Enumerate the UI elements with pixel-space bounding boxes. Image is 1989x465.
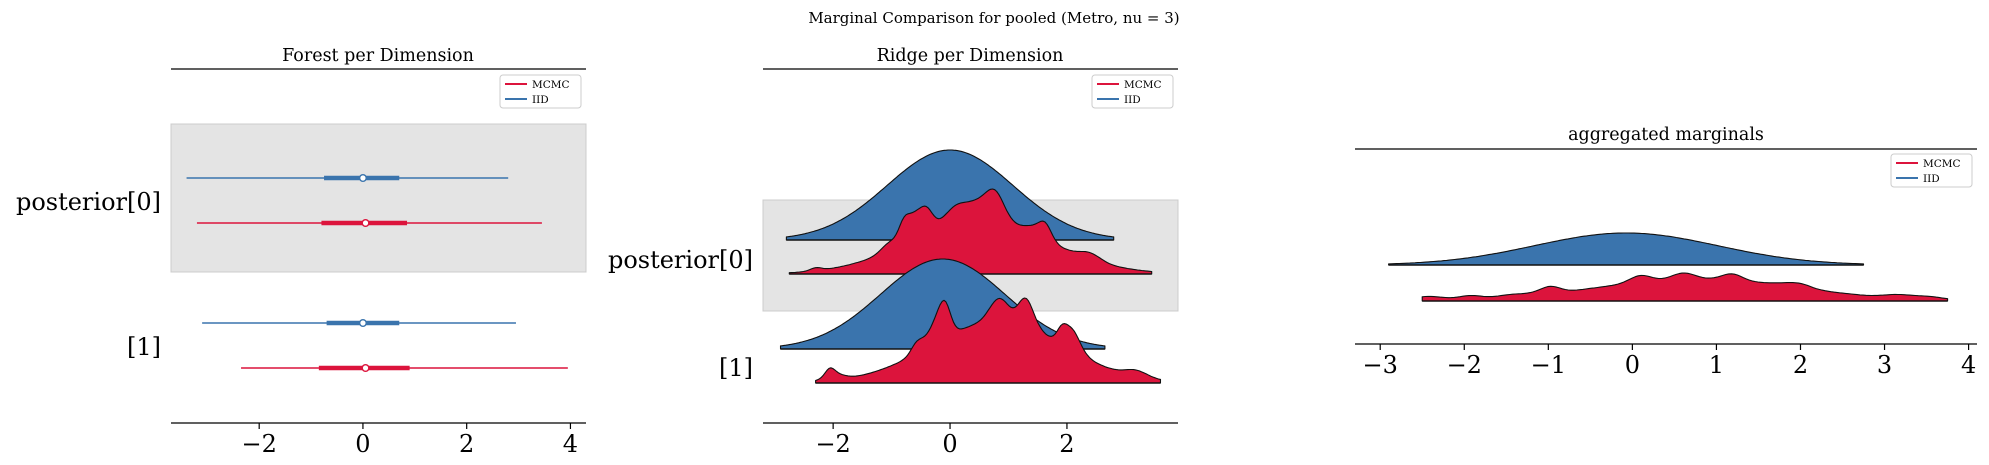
suptitle: Marginal Comparison for pooled (Metro, n… xyxy=(808,9,1179,27)
ridge-ytick-row0: posterior[0] xyxy=(608,246,753,274)
ridge-plot-area xyxy=(762,149,1179,384)
aggregated-tick-label: 1 xyxy=(1709,351,1724,379)
forest-plot-area xyxy=(170,123,587,373)
aggregated-tick-label: −3 xyxy=(1363,351,1398,379)
forest-median-mcmc xyxy=(361,218,370,227)
legend-label-mcmc: MCMC xyxy=(1923,158,1961,170)
ridge-density-mcmc xyxy=(788,188,1153,275)
forest-ytick-row1: [1] xyxy=(127,333,161,361)
forest-tick-label: 4 xyxy=(563,430,578,458)
ridge-legend: MCMC IID xyxy=(1091,74,1174,109)
aggregated-tick-label: 2 xyxy=(1793,351,1808,379)
ridge-tick-label: −2 xyxy=(815,430,850,458)
aggregated-tick-label: −1 xyxy=(1531,351,1566,379)
legend-label-iid: IID xyxy=(532,94,549,106)
forest-x-ticks: −2 0 2 4 xyxy=(241,423,578,458)
aggregated-x-ticks: −3 −2 −1 0 1 2 3 4 xyxy=(1363,344,1976,379)
forest-panel: Forest per Dimension −2 0 2 4 posterior[0] … xyxy=(16,46,587,458)
ridge-tick-label: 2 xyxy=(1059,430,1074,458)
aggregated-title: aggregated marginals xyxy=(1568,125,1764,145)
legend-label-iid: IID xyxy=(1124,94,1141,106)
aggregated-density-mcmc xyxy=(1421,272,1949,302)
legend-label-mcmc: MCMC xyxy=(532,79,570,91)
aggregated-plot-area xyxy=(1388,232,1949,302)
forest-shaded-band xyxy=(170,123,587,273)
aggregated-tick-label: 4 xyxy=(1961,351,1976,379)
forest-median-iid xyxy=(358,319,367,328)
aggregated-density-iid xyxy=(1388,232,1865,266)
aggregated-legend: MCMC IID xyxy=(1890,153,1973,188)
aggregated-panel: aggregated marginals −3 −2 −1 0 1 2 3 4 MCMC II… xyxy=(1355,125,1977,379)
forest-median-iid xyxy=(358,173,367,182)
forest-ytick-row0: posterior[0] xyxy=(16,188,161,216)
aggregated-tick-label: −2 xyxy=(1447,351,1482,379)
forest-tick-label: 2 xyxy=(459,430,474,458)
aggregated-tick-label: 3 xyxy=(1877,351,1892,379)
forest-tick-label: 0 xyxy=(355,430,370,458)
ridge-panel: Ridge per Dimension −2 0 2 posterior[0] [1… xyxy=(608,46,1179,458)
legend-label-iid: IID xyxy=(1923,173,1940,185)
aggregated-tick-label: 0 xyxy=(1625,351,1640,379)
forest-legend: MCMC IID xyxy=(499,74,582,109)
legend-label-mcmc: MCMC xyxy=(1124,79,1162,91)
forest-median-mcmc xyxy=(361,364,370,373)
ridge-x-ticks: −2 0 2 xyxy=(815,423,1075,458)
ridge-density-mcmc xyxy=(815,297,1162,384)
ridge-title: Ridge per Dimension xyxy=(877,46,1064,66)
ridge-ytick-row1: [1] xyxy=(719,354,753,382)
forest-tick-label: −2 xyxy=(241,430,276,458)
ridge-density-iid xyxy=(785,149,1115,241)
ridge-tick-label: 0 xyxy=(942,430,957,458)
forest-title: Forest per Dimension xyxy=(282,46,474,66)
